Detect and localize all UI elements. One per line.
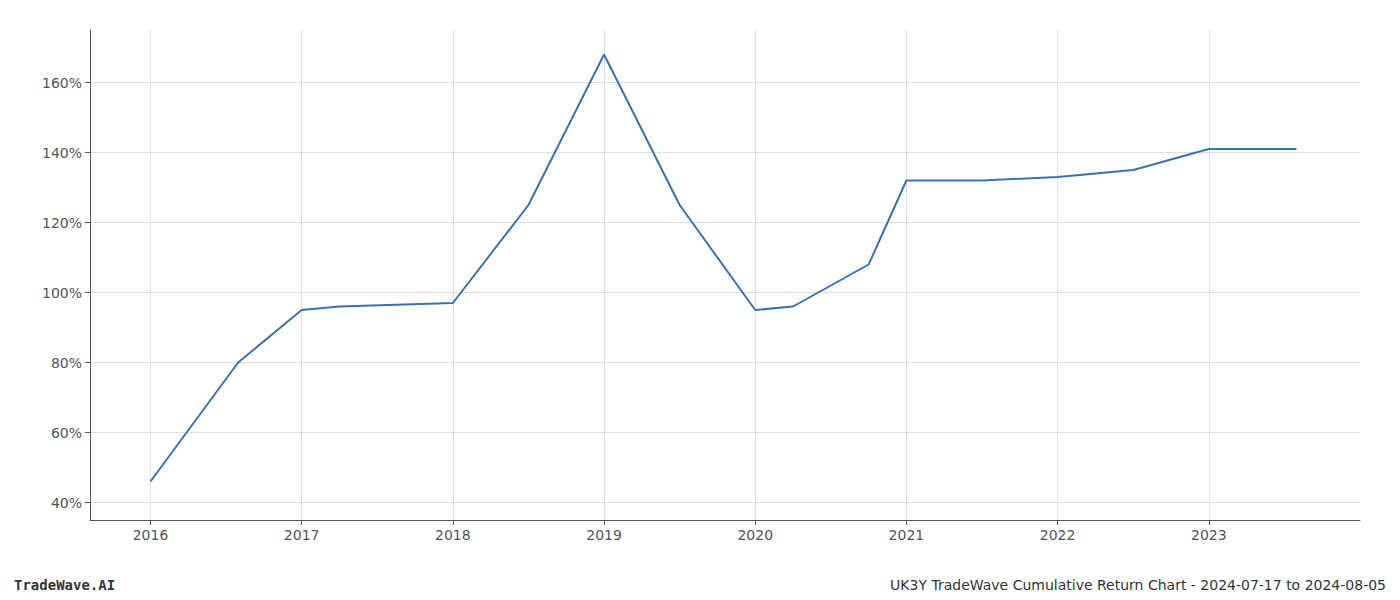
svg-text:100%: 100% (42, 285, 82, 301)
svg-text:TradeWave.AI: TradeWave.AI (14, 577, 115, 593)
svg-text:2022: 2022 (1040, 527, 1076, 543)
svg-text:60%: 60% (51, 425, 82, 441)
svg-text:2019: 2019 (586, 527, 622, 543)
svg-text:2021: 2021 (889, 527, 925, 543)
svg-text:140%: 140% (42, 145, 82, 161)
svg-text:2017: 2017 (284, 527, 320, 543)
svg-text:2020: 2020 (737, 527, 773, 543)
svg-text:2018: 2018 (435, 527, 471, 543)
svg-text:120%: 120% (42, 215, 82, 231)
svg-text:2016: 2016 (133, 527, 169, 543)
svg-text:80%: 80% (51, 355, 82, 371)
svg-text:40%: 40% (51, 495, 82, 511)
svg-text:UK3Y TradeWave Cumulative Retu: UK3Y TradeWave Cumulative Return Chart -… (890, 577, 1386, 593)
svg-text:2023: 2023 (1191, 527, 1227, 543)
svg-text:160%: 160% (42, 75, 82, 91)
